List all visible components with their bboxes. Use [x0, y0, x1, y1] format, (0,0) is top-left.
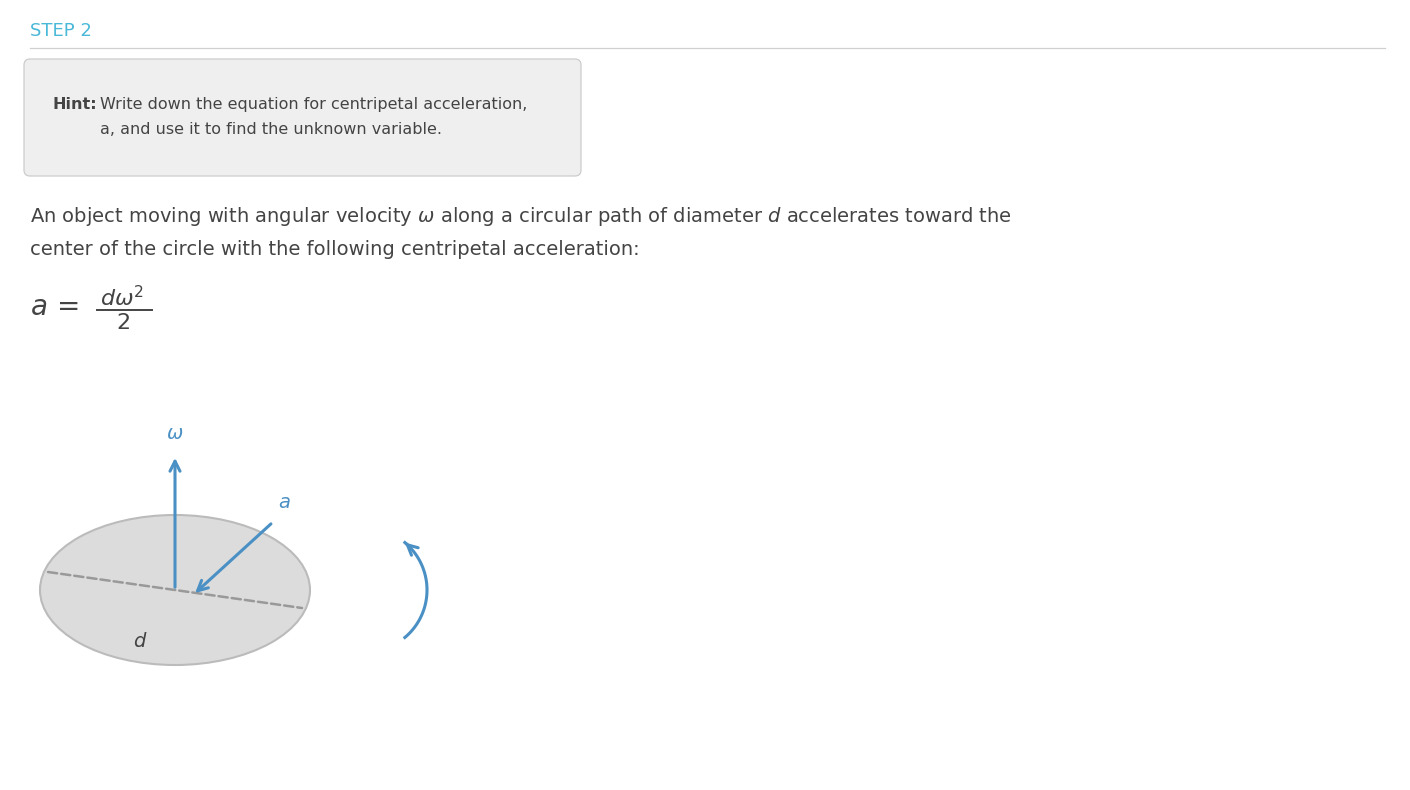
Text: STEP 2: STEP 2	[30, 22, 92, 40]
Text: $2$: $2$	[116, 313, 130, 333]
Text: $a$: $a$	[278, 493, 290, 512]
Text: $d\omega^2$: $d\omega^2$	[100, 285, 144, 310]
Text: $d$: $d$	[133, 632, 147, 651]
FancyBboxPatch shape	[24, 59, 581, 176]
Text: An object moving with angular velocity $\omega$ along a circular path of diamete: An object moving with angular velocity $…	[30, 205, 1012, 228]
Text: center of the circle with the following centripetal acceleration:: center of the circle with the following …	[30, 240, 640, 259]
Text: Write down the equation for centripetal acceleration,: Write down the equation for centripetal …	[100, 97, 527, 112]
Ellipse shape	[39, 515, 310, 665]
Text: $\omega$: $\omega$	[166, 424, 183, 443]
Text: Hint:: Hint:	[52, 97, 97, 112]
Text: a, and use it to find the unknown variable.: a, and use it to find the unknown variab…	[100, 122, 441, 137]
Text: $a\,=$: $a\,=$	[30, 293, 79, 321]
